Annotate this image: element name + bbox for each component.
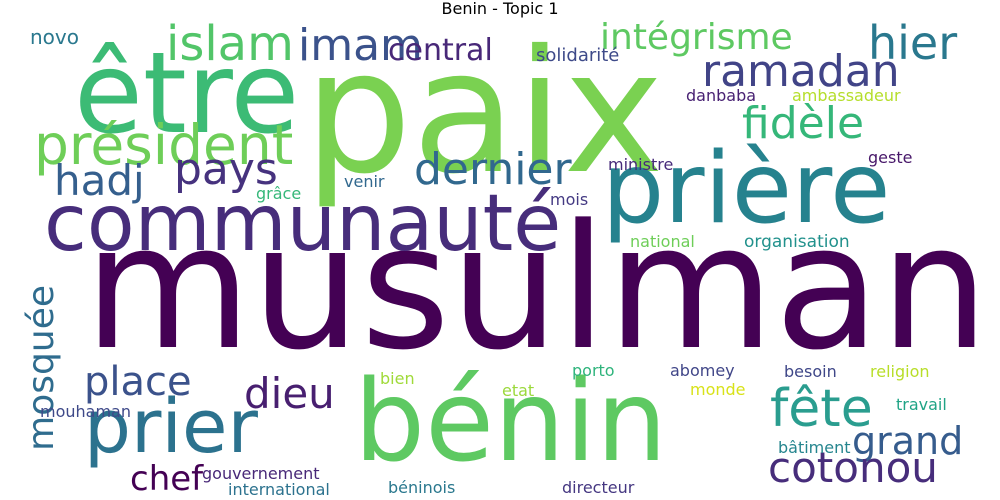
word-47: international <box>228 480 330 499</box>
word-21: fête <box>770 379 873 439</box>
word-30: geste <box>868 148 913 167</box>
word-42: monde <box>690 380 746 399</box>
word-26: solidarité <box>536 45 620 66</box>
word-18: place <box>84 359 192 405</box>
word-37: porto <box>572 361 615 380</box>
word-45: bâtiment <box>778 438 851 457</box>
word-24: chef <box>130 459 204 499</box>
word-15: hadj <box>54 156 145 205</box>
word-23: cotonou <box>768 443 938 492</box>
word-10: ramadan <box>702 46 900 97</box>
word-22: grand <box>852 419 964 463</box>
word-31: grâce <box>256 184 302 203</box>
word-36: abomey <box>670 361 735 380</box>
word-27: danbaba <box>686 86 757 105</box>
word-34: national <box>630 232 695 251</box>
word-7: président <box>34 113 294 177</box>
word-17: central <box>388 33 493 68</box>
word-39: religion <box>870 362 930 381</box>
word-12: fidèle <box>742 98 865 149</box>
word-41: etat <box>502 381 535 400</box>
word-6: prier <box>84 384 258 470</box>
word-2: être <box>74 29 300 159</box>
word-4: bénin <box>354 357 668 487</box>
word-49: directeur <box>562 478 635 497</box>
word-0: musulman <box>84 187 986 388</box>
word-13: dernier <box>414 144 572 195</box>
word-33: mois <box>550 190 589 209</box>
word-32: venir <box>344 172 385 191</box>
word-8: islam <box>166 20 294 72</box>
word-3: prière <box>602 132 891 246</box>
word-28: ambassadeur <box>792 86 901 105</box>
word-48: béninois <box>388 478 456 497</box>
word-38: besoin <box>784 362 837 381</box>
word-44: mouhaman <box>40 402 131 421</box>
word-35: organisation <box>744 232 850 252</box>
word-43: travail <box>896 395 947 414</box>
word-cloud: musulman paix être prière bénin communauté pri… <box>14 20 986 500</box>
word-16: intégrisme <box>600 20 793 58</box>
word-29: ministre <box>608 155 674 174</box>
chart-title: Benin - Topic 1 <box>441 0 559 18</box>
word-19: dieu <box>244 369 335 418</box>
word-14: pays <box>174 144 278 195</box>
word-25: novo <box>30 25 79 49</box>
word-40: bien <box>380 369 415 388</box>
word-20: mosquée <box>21 285 62 451</box>
word-5: communauté <box>44 179 562 269</box>
word-46: gouvernement <box>202 464 320 483</box>
word-11: hier <box>868 20 958 70</box>
word-9: imam <box>298 20 423 71</box>
word-1: paix <box>304 20 664 212</box>
